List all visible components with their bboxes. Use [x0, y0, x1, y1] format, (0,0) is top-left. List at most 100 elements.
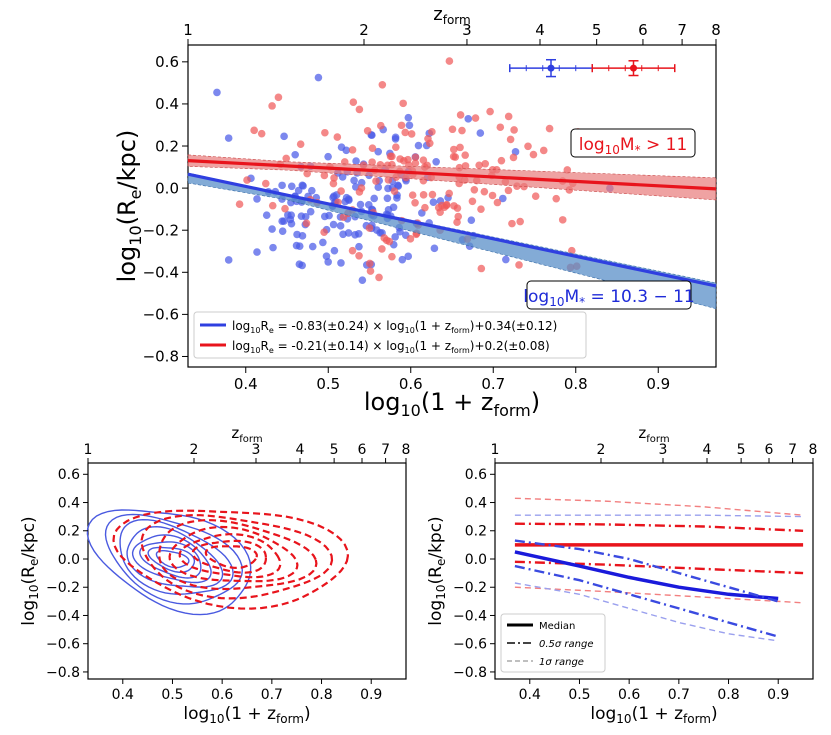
high-mass-contours-level	[191, 539, 267, 574]
zform-tick-label: 8	[402, 442, 411, 458]
scatter-point	[235, 200, 244, 208]
scatter-point	[324, 258, 332, 266]
scatter-point	[322, 252, 331, 260]
svg-text:zform: zform	[638, 424, 669, 445]
scatter-point	[524, 142, 532, 151]
scatter-point	[291, 150, 299, 159]
high-mass-contours-level	[204, 545, 258, 570]
bottom-left-contours	[86, 509, 350, 616]
scatter-point	[278, 181, 286, 190]
scatter-point	[348, 246, 357, 255]
scatter-point	[531, 192, 540, 201]
blue-median	[514, 550, 779, 601]
scatter-point	[464, 115, 473, 123]
zform-tick-label: 5	[737, 442, 746, 458]
high-mass-contours-level	[168, 525, 299, 583]
scatter-point	[302, 219, 311, 228]
scatter-point	[450, 202, 458, 210]
scatter-point	[262, 211, 271, 219]
scatter-point	[352, 157, 360, 165]
high-mass-contours-level	[112, 509, 350, 610]
scatter-point	[558, 216, 567, 224]
scatter-point	[253, 195, 261, 203]
scatter-point	[224, 134, 233, 142]
scatter-point	[477, 205, 485, 213]
scatter-point	[399, 99, 407, 108]
bottom-right-x-axis-label: log10(1 + zform)	[590, 704, 717, 726]
scatter-point	[333, 133, 342, 141]
scatter-point	[496, 123, 505, 132]
bottom-left-axes-frame	[87, 462, 407, 680]
scatter-point	[355, 242, 363, 251]
zform-tick-label: 7	[677, 21, 687, 39]
x-tick-label: 0.5	[316, 375, 340, 393]
scatter-point	[329, 179, 338, 188]
scatter-point	[372, 177, 380, 185]
scatter-point	[320, 228, 328, 236]
scatter-point	[299, 182, 307, 190]
scatter-point	[287, 182, 296, 191]
top-fit-lines	[187, 159, 717, 288]
scatter-point	[243, 176, 251, 184]
scatter-point	[411, 198, 419, 207]
scatter-point	[445, 189, 453, 198]
scatter-point	[355, 251, 363, 260]
scatter-point	[308, 186, 316, 195]
scatter-point	[529, 150, 538, 159]
scatter-point	[430, 244, 439, 253]
scatter-point	[388, 252, 396, 261]
svg-text:log10(1 + zform): log10(1 + zform)	[183, 704, 310, 726]
scatter-point	[398, 255, 407, 264]
zform-tick-label: 3	[462, 21, 472, 39]
scatter-point	[298, 232, 307, 240]
scatter-point	[261, 179, 270, 188]
svg-text:log10(1 + zform): log10(1 + zform)	[590, 704, 717, 726]
scatter-point	[292, 241, 301, 250]
bottom-left-y-axis-label: log10(Re/kpc)	[19, 516, 41, 625]
scatter-point	[320, 171, 329, 180]
zform-tick-label: 5	[592, 21, 602, 39]
x-tick-label: 0.8	[717, 687, 739, 703]
scatter-point	[330, 174, 338, 182]
scatter-point	[486, 107, 494, 116]
top-panel: 0.4 0.5 0.6 0.7 0.8 0.9 −0.8 −0.6 −0.4 −0.2 0.0 0.…	[113, 4, 721, 420]
scatter-point	[338, 173, 347, 181]
legend-one-sigma: 1σ range	[539, 657, 584, 668]
scatter-point	[336, 222, 345, 230]
scatter-point	[274, 93, 283, 102]
scatter-point	[366, 267, 375, 275]
y-tick-label: 0.0	[58, 552, 80, 568]
bottom-left-x-ticks: 0.4 0.5 0.6 0.7 0.8 0.9	[112, 679, 382, 703]
scatter-point	[429, 198, 438, 206]
top-y-ticks: −0.8 −0.6 −0.4 −0.2 0.0 0.2 0.4 0.6	[143, 53, 188, 366]
scatter-point	[329, 220, 338, 229]
low-mass-contours-level	[86, 509, 252, 616]
low-mass-contours-level	[155, 550, 190, 569]
scatter-point	[374, 183, 383, 191]
scatter-point	[282, 154, 291, 163]
scatter-point	[552, 194, 561, 203]
y-tick-label: 0.4	[465, 495, 487, 511]
y-tick-label: 0.2	[155, 137, 179, 155]
scatter-point	[419, 156, 428, 164]
scatter-point	[351, 231, 359, 239]
scatter-point	[419, 191, 428, 199]
y-tick-label: −0.8	[46, 665, 80, 681]
scatter-point	[453, 218, 461, 227]
scatter-point	[436, 208, 444, 216]
scatter-point	[368, 158, 376, 166]
zform-tick-label: 4	[296, 442, 305, 458]
low-mass-contours-level	[119, 518, 234, 595]
scatter-point	[350, 176, 358, 185]
red-one-sigma-lower	[514, 586, 804, 604]
scatter-point	[358, 276, 367, 284]
scatter-point	[438, 201, 446, 210]
scatter-point	[348, 146, 357, 154]
svg-text:log10(Re/kpc): log10(Re/kpc)	[426, 516, 448, 625]
zform-tick-label: 3	[659, 442, 668, 458]
scatter-point	[281, 204, 289, 213]
scatter-point	[344, 229, 353, 237]
high-mass-fit-line	[187, 159, 717, 191]
y-tick-label: −0.6	[46, 637, 80, 653]
